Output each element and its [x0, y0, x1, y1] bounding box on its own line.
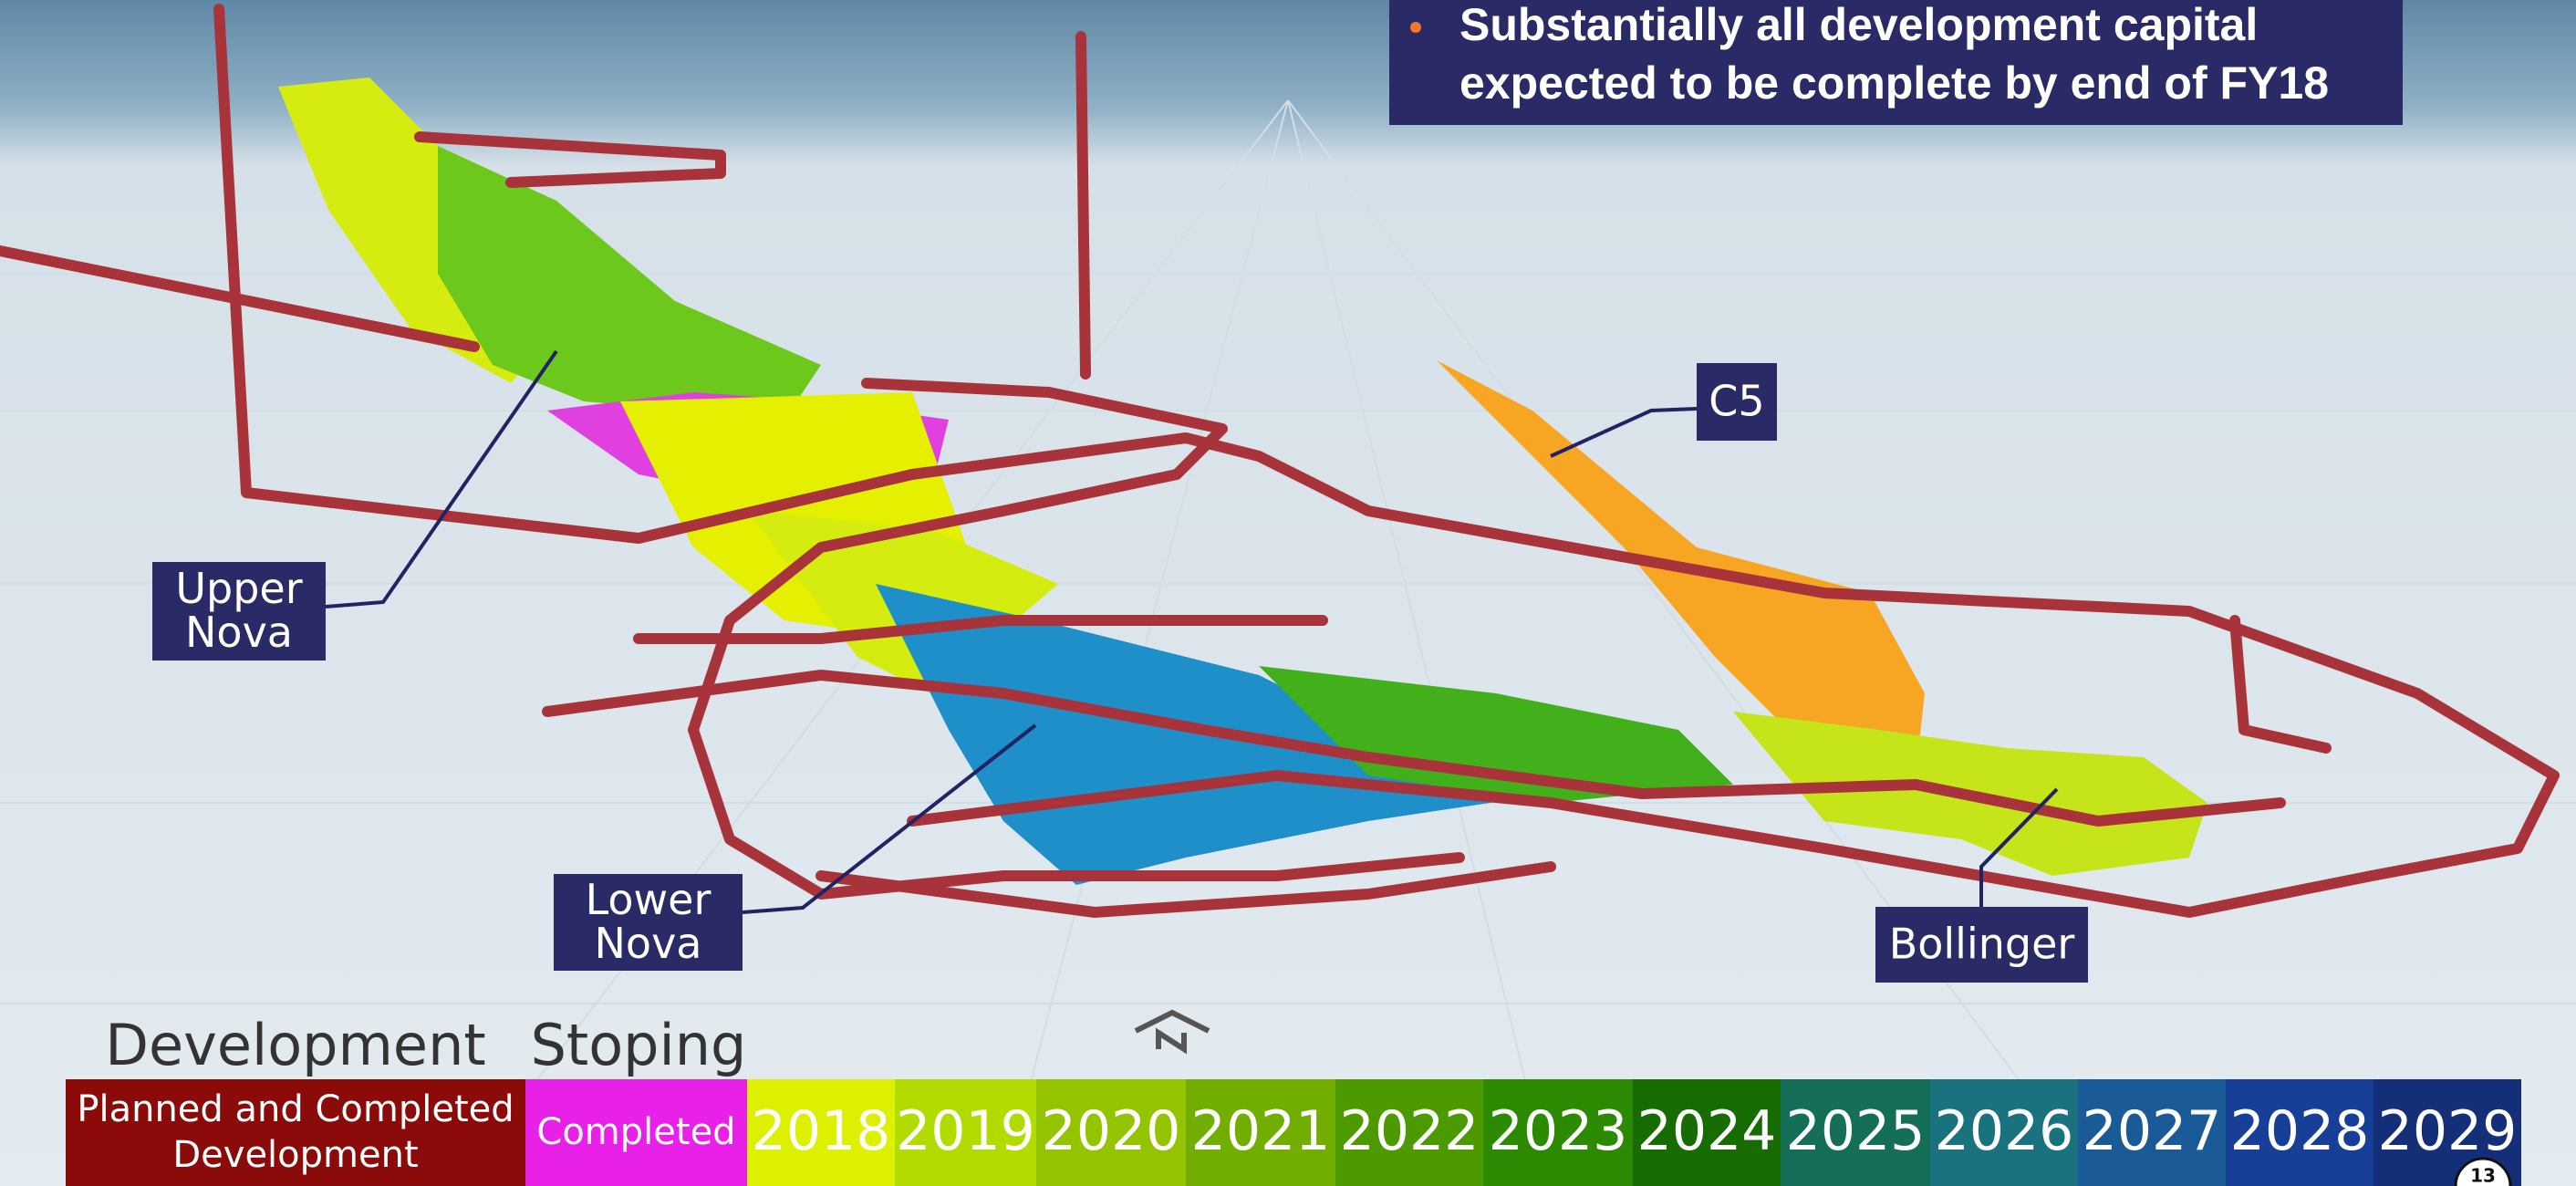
bullet-text: Substantially all development capital exp…: [1459, 0, 2329, 109]
legend-label: 2027: [2083, 1099, 2222, 1163]
legend-swatch: [525, 1079, 747, 1186]
legend-swatch: [66, 1079, 525, 1186]
callout-box: [152, 562, 326, 661]
legend-label: 2022: [1340, 1099, 1480, 1163]
legend-swatch: [1633, 1079, 1781, 1186]
legend-label: 2026: [1935, 1099, 2074, 1163]
legend-label: 2024: [1637, 1099, 1777, 1163]
legend-label: Completed: [536, 1111, 735, 1153]
legend-label: Planned and Completed Development: [77, 1088, 514, 1176]
callout-box: [554, 874, 743, 971]
legend-swatch: [1335, 1079, 1483, 1186]
legend-swatch: [1930, 1079, 2078, 1186]
callout-box: [1697, 363, 1777, 441]
north-arrow: [1134, 1009, 1210, 1055]
legend-label: 2018: [752, 1099, 891, 1163]
legend-swatch: [1186, 1079, 1335, 1186]
legend-label: 2020: [1042, 1099, 1181, 1163]
legend-heading: Development: [105, 1012, 485, 1078]
legend-label: 2023: [1489, 1099, 1628, 1163]
legend-heading: Stoping: [531, 1012, 747, 1078]
callout-label: Bollinger: [1889, 919, 2075, 968]
callout-label: C5: [1709, 376, 1764, 425]
legend-swatch: [1781, 1079, 1930, 1186]
legend-label: 2028: [2230, 1099, 2370, 1163]
page-number-badge: [2454, 1157, 2512, 1186]
legend-label: 2021: [1191, 1099, 1331, 1163]
page-number: 13: [2470, 1165, 2496, 1186]
legend-label: 2019: [896, 1099, 1035, 1163]
callout-label: Lower Nova: [586, 875, 712, 968]
legend-swatch: [2078, 1079, 2226, 1186]
mine-model: [0, 4, 2560, 918]
legend-swatch: [1036, 1079, 1186, 1186]
legend-swatch: [2226, 1079, 2373, 1186]
legend-swatch: [747, 1079, 895, 1186]
leader-lines: [325, 349, 2059, 914]
callout-box: [1875, 907, 2088, 983]
legend-swatch: [1483, 1079, 1633, 1186]
callout-label: Upper Nova: [175, 564, 302, 657]
bullet-dot: [1410, 22, 1421, 33]
legend-swatch: [895, 1079, 1036, 1186]
bullet-box: [1389, 0, 2403, 125]
legend-label: 2025: [1786, 1099, 1926, 1163]
legend-label: 2029: [2378, 1099, 2518, 1163]
